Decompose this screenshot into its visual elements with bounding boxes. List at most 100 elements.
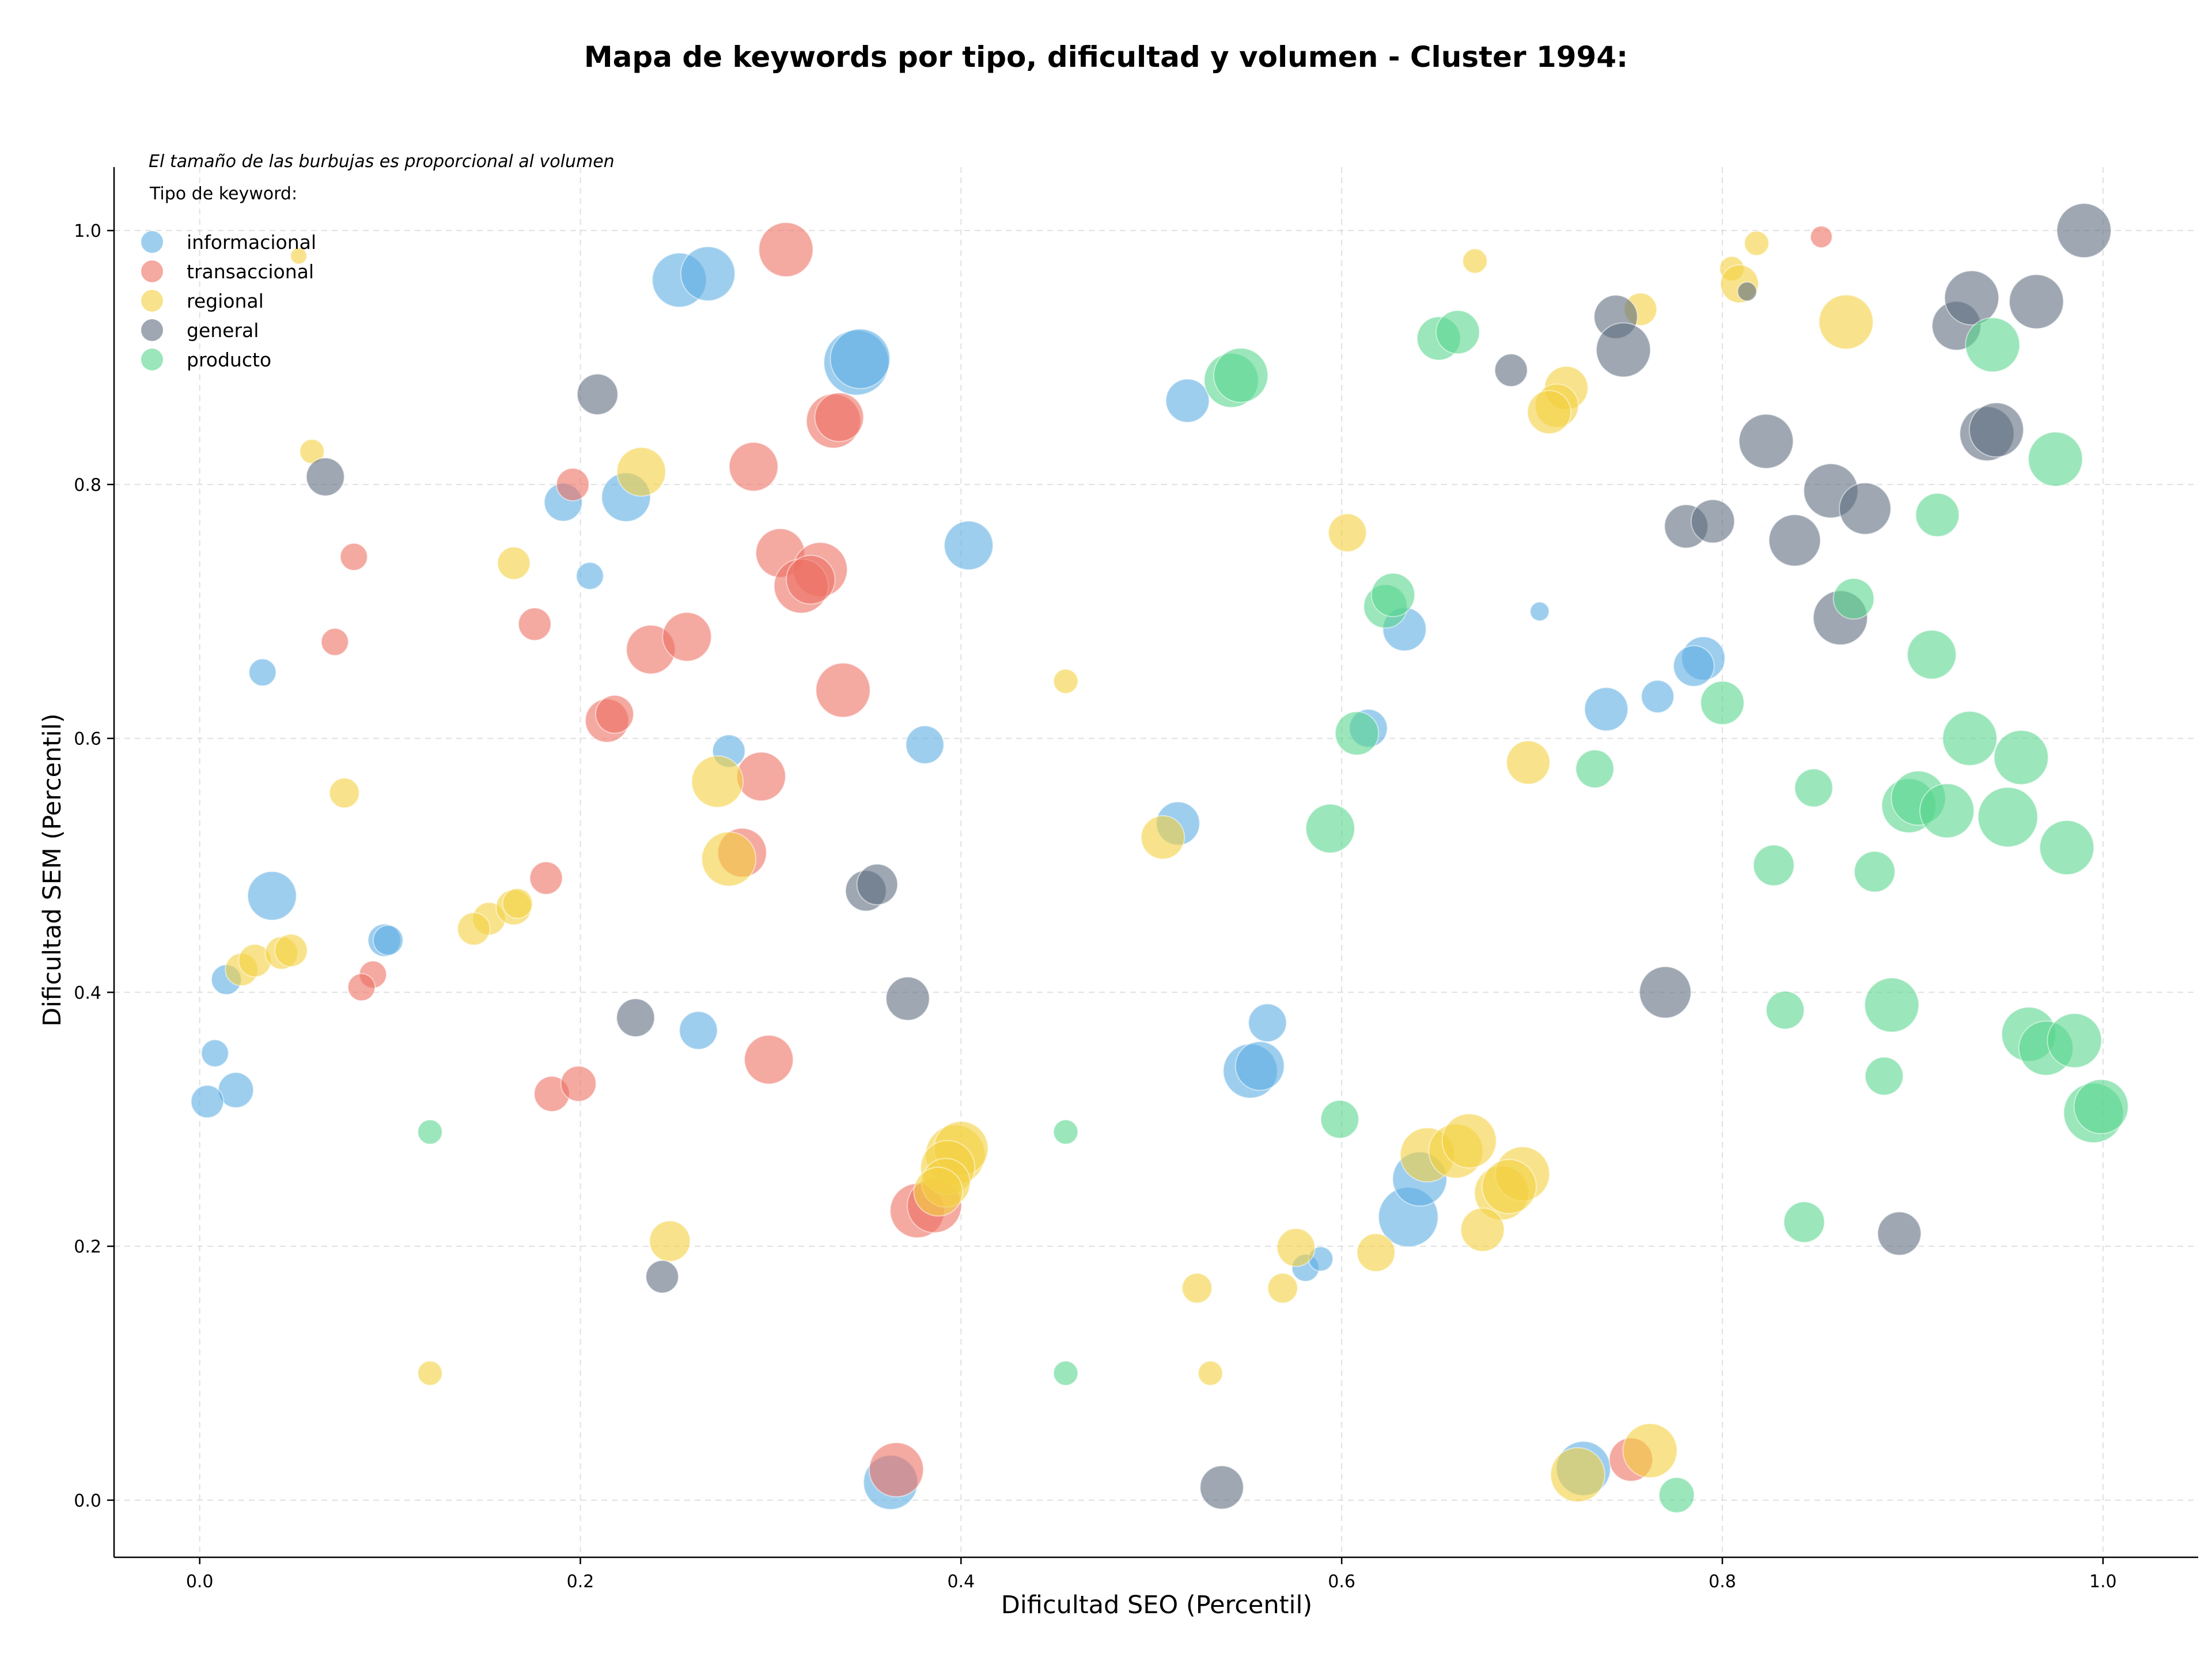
- bubble-point: [736, 751, 786, 802]
- bubble-point: [691, 755, 744, 808]
- legend-title: Tipo de keyword:: [149, 184, 297, 204]
- bubble-point: [1460, 1207, 1505, 1253]
- bubble-point: [616, 447, 666, 497]
- bubble-point: [417, 1119, 443, 1145]
- bubble-point: [339, 543, 368, 572]
- grid: [114, 167, 2198, 1557]
- bubble-point: [1052, 668, 1079, 694]
- bubble-point: [1199, 1465, 1244, 1510]
- legend-marker: [141, 231, 163, 253]
- chart-title: Mapa de keywords por tipo, dificultad y …: [584, 40, 1628, 74]
- bubble-point: [1334, 711, 1380, 756]
- x-tick-label: 0.4: [947, 1572, 975, 1592]
- legend-label: transaccional: [187, 260, 314, 283]
- bubble-point: [944, 520, 994, 570]
- bubble-point: [347, 973, 376, 1002]
- legend-marker: [141, 319, 163, 341]
- bubble-point: [1356, 1233, 1396, 1273]
- bubble-point: [1248, 1003, 1287, 1043]
- bubble-point: [1320, 1099, 1359, 1139]
- legend: El tamaño de las burbujas es proporciona…: [141, 152, 615, 371]
- bubble-point: [1854, 850, 1896, 893]
- bubble-point: [1965, 317, 2021, 373]
- bubble-point: [1919, 783, 1975, 839]
- legend-marker: [141, 260, 163, 282]
- bubble-size-note: El tamaño de las burbujas es proporciona…: [149, 152, 615, 172]
- bubble-point: [2009, 274, 2065, 330]
- bubble-point: [1527, 389, 1571, 434]
- bubble-point: [1575, 749, 1615, 789]
- bubble-point: [1462, 248, 1488, 274]
- bubble-point: [2028, 431, 2084, 487]
- bubble-point: [1738, 413, 1794, 469]
- bubble-point: [1794, 768, 1834, 808]
- bubble-point: [1768, 514, 1821, 567]
- bubble-point: [417, 1360, 443, 1386]
- bubble-point: [1213, 347, 1269, 403]
- bubble-point: [1435, 309, 1480, 355]
- bubble-point: [529, 861, 563, 895]
- bubble-point: [649, 1220, 691, 1262]
- y-axis-label: Dificultad SEM (Percentil): [38, 713, 67, 1027]
- bubble-point: [247, 871, 297, 921]
- bubble-point: [1198, 1360, 1224, 1386]
- bubble-point: [1267, 1272, 1298, 1304]
- bubble-point: [457, 911, 491, 946]
- x-tick-label: 0.8: [1709, 1572, 1736, 1592]
- bubble-point: [680, 246, 736, 302]
- bubble-point: [595, 694, 634, 734]
- bubble-point: [1181, 1272, 1213, 1304]
- bubble-point: [1441, 1113, 1497, 1169]
- y-tick-label: 0.6: [74, 729, 101, 750]
- bubble-point: [1673, 645, 1715, 687]
- bubble-point: [1641, 679, 1675, 714]
- bubble-point: [1529, 601, 1550, 622]
- x-tick-label: 0.6: [1328, 1572, 1355, 1592]
- bubble-point: [1907, 629, 1957, 680]
- y-tick-label: 0.8: [74, 475, 101, 495]
- bubble-point: [274, 933, 308, 967]
- bubble-point: [1305, 803, 1355, 854]
- bubble-point: [1494, 353, 1528, 387]
- y-tick-label: 1.0: [74, 221, 101, 241]
- bubble-point: [1977, 786, 2039, 847]
- bubble-point: [1584, 687, 1629, 732]
- bubble-point: [1809, 225, 1833, 249]
- bubble-point: [728, 441, 779, 492]
- bubble-point: [372, 925, 404, 956]
- legend-marker: [141, 290, 163, 312]
- bubble-point: [2047, 1013, 2103, 1069]
- bubble-point: [1993, 729, 2049, 785]
- axes: [113, 167, 2198, 1558]
- series-producto: [417, 309, 2129, 1514]
- bubble-point: [679, 1011, 718, 1050]
- bubble-point: [1276, 1228, 1316, 1267]
- x-axis-label: Dificultad SEO (Percentil): [1001, 1591, 1312, 1620]
- y-tick-label: 0.2: [74, 1237, 101, 1257]
- bubble-point: [758, 222, 814, 278]
- y-tick-label: 0.0: [74, 1491, 101, 1511]
- x-tick-label: 1.0: [2089, 1572, 2117, 1592]
- bubble-point: [830, 328, 891, 389]
- bubble-point: [1165, 378, 1210, 423]
- bubble-point: [786, 554, 836, 605]
- bubble-point: [1690, 499, 1736, 544]
- bubble-point: [1052, 1360, 1079, 1386]
- bubbles: [190, 203, 2129, 1514]
- bubble-point: [616, 998, 656, 1038]
- bubble-point: [1968, 402, 2024, 458]
- ticks: 0.0 0.2 0.4 0.6 0.8 1.0 0.0 0.2 0.4 0.6 0.8 1.0: [74, 221, 2116, 1592]
- bubble-point: [856, 863, 899, 906]
- bubble-point: [290, 247, 308, 265]
- bubble-point: [1877, 1211, 1922, 1256]
- bubble-point: [913, 1167, 963, 1217]
- bubble-point: [575, 562, 604, 591]
- bubble-point: [1622, 1422, 1678, 1478]
- bubble-point: [305, 457, 345, 497]
- bubble-point: [645, 1259, 679, 1294]
- series-regional: [225, 230, 1874, 1503]
- bubble-point: [1783, 1201, 1825, 1243]
- bubble-point: [328, 777, 360, 809]
- bubble-point: [1506, 740, 1551, 785]
